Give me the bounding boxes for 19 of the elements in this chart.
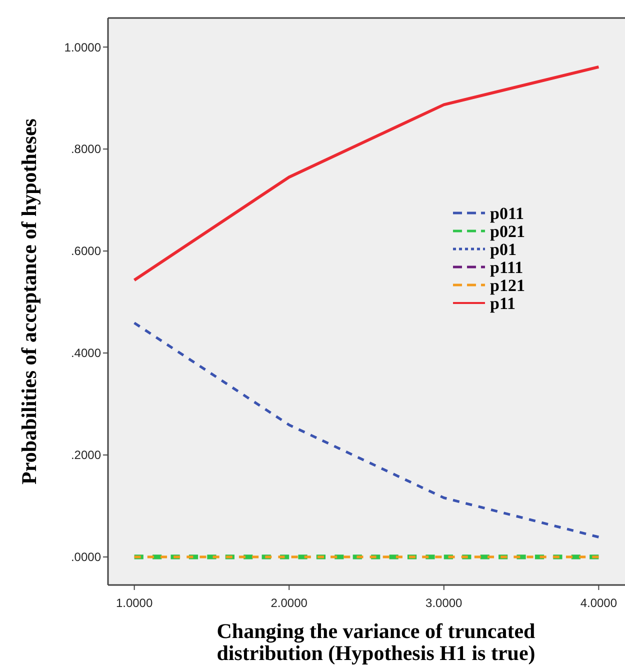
x-tick-label: 1.0000 bbox=[116, 596, 153, 610]
legend-label: p111 bbox=[490, 258, 524, 277]
y-tick-label: .2000 bbox=[70, 448, 102, 462]
x-tick-label: 3.0000 bbox=[426, 596, 463, 610]
line-series bbox=[133, 322, 600, 538]
legend-label: p121 bbox=[490, 276, 525, 295]
y-tick-label: .0000 bbox=[70, 550, 102, 564]
legend-label: p01 bbox=[490, 240, 516, 259]
legend-label: p11 bbox=[490, 294, 516, 313]
x-tick-label: 4.0000 bbox=[580, 596, 618, 610]
legend-label: p021 bbox=[490, 222, 525, 241]
y-axis-title: Probabilities of acceptance of hypotheses bbox=[17, 118, 41, 484]
y-tick-label: .6000 bbox=[70, 244, 102, 258]
x-tick-label: 2.0000 bbox=[270, 596, 308, 610]
x-axis-title: Changing the variance of truncated distribution (Hypothesis H1 is true) bbox=[216, 619, 536, 665]
y-tick-label: 1.0000 bbox=[64, 40, 102, 54]
y-tick-label: .4000 bbox=[70, 346, 102, 360]
y-tick-label: .8000 bbox=[70, 142, 102, 156]
legend-label: p011 bbox=[490, 204, 524, 223]
